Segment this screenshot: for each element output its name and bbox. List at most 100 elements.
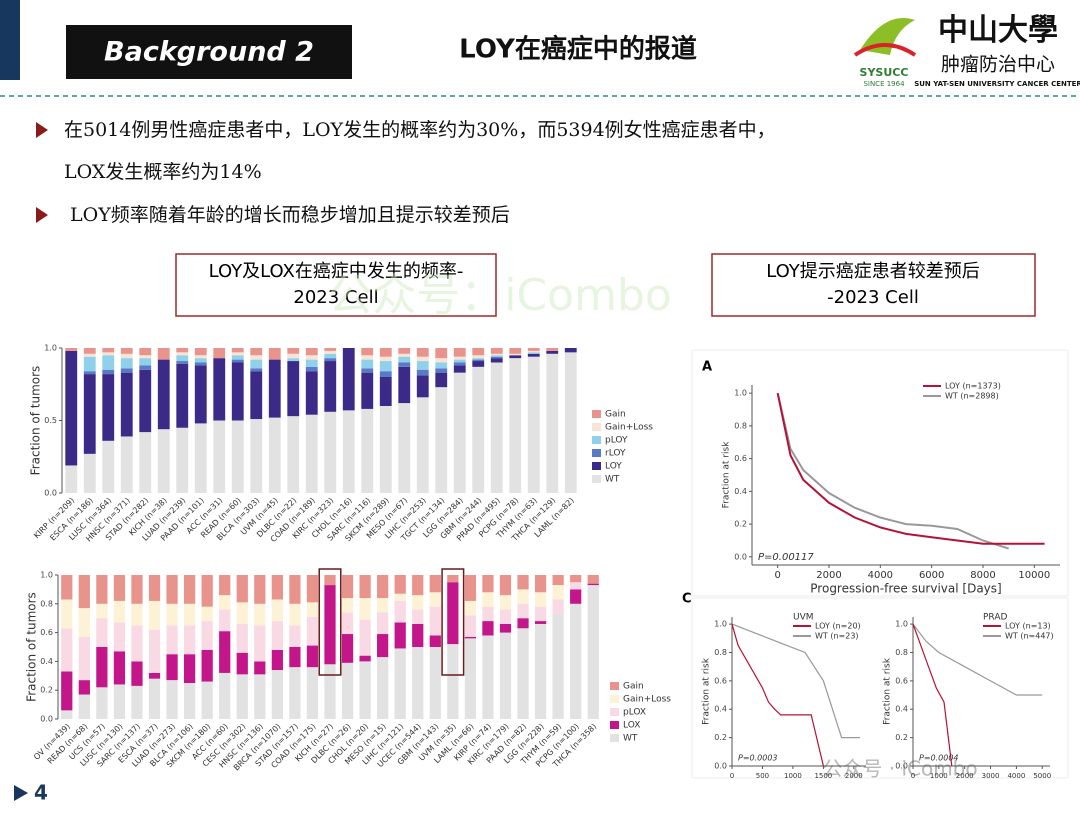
bar-segment — [113, 684, 126, 719]
bar-segment — [472, 361, 485, 367]
panel-letter: C — [682, 592, 692, 607]
bar-segment — [102, 352, 115, 356]
bar-segment — [398, 353, 411, 357]
bar-segment — [587, 585, 599, 719]
y-tick-label: 0.0 — [734, 552, 747, 561]
bar-segment — [534, 623, 547, 719]
bar-segment — [250, 355, 263, 360]
bar-segment — [587, 575, 599, 584]
bar-segment — [412, 623, 424, 647]
bar-segment — [236, 623, 248, 653]
survival-curve — [731, 623, 860, 739]
logo-en: SUN YAT-SEN UNIVERSITY CANCER CENTER — [914, 80, 1080, 88]
bar-segment — [65, 348, 78, 351]
bar-segment — [490, 362, 503, 493]
bullet-markers — [36, 122, 48, 223]
bar-segment — [83, 356, 96, 372]
bar-segment — [139, 432, 152, 493]
x-tick-label: 500 — [756, 772, 769, 780]
bar-segment — [377, 634, 389, 658]
legend-swatch — [592, 410, 601, 418]
bar-segment — [194, 423, 207, 493]
bar-segment — [394, 593, 406, 601]
bar-segment — [268, 417, 281, 493]
bar-segment — [194, 362, 207, 366]
bar-segment — [194, 358, 207, 363]
panel-letter: A — [702, 360, 712, 375]
bar-segment — [546, 348, 559, 351]
bar-segment — [271, 670, 283, 719]
legend-label: LOX — [623, 721, 640, 731]
bar-segment — [306, 645, 319, 668]
y-tick-label: 0.2 — [895, 733, 908, 742]
bar-segment — [394, 575, 406, 594]
bar-segment — [254, 661, 266, 675]
bar-segment — [359, 619, 371, 656]
bar-segment — [78, 680, 90, 695]
legend-label: Gain+Loss — [605, 423, 653, 433]
bar-segment — [113, 600, 126, 623]
bar-segment — [472, 358, 485, 360]
bar-segment — [102, 348, 115, 353]
bar-segment — [324, 361, 337, 412]
bar-segment — [176, 352, 189, 356]
bar-segment — [78, 575, 90, 609]
bar-segment — [377, 598, 389, 613]
bar-segment — [254, 625, 266, 662]
bar-segment — [157, 348, 170, 360]
bar-segment — [490, 358, 503, 363]
bar-segment — [499, 575, 512, 596]
bar-segment — [213, 358, 226, 421]
bar-segment — [482, 606, 494, 622]
bar-segment — [306, 602, 319, 617]
bar-segment — [236, 652, 248, 675]
bar-segment — [61, 599, 73, 629]
bar-segment — [361, 359, 374, 369]
x-tick-label: 1000 — [784, 772, 802, 780]
bar-segment — [527, 356, 540, 493]
bar-segment — [534, 606, 547, 622]
bar-segment — [435, 348, 448, 359]
x-tick-label: 2000 — [956, 772, 974, 780]
bar-segment — [324, 411, 337, 493]
bar-segment — [102, 440, 115, 493]
bar-segment — [250, 348, 263, 356]
bar-segment — [341, 575, 354, 599]
bar-segment — [490, 348, 503, 354]
y-tick-label: 0.4 — [895, 705, 908, 714]
legend-label: Gain — [605, 410, 626, 420]
bar-segment — [490, 356, 503, 359]
bar-segment — [379, 356, 392, 362]
bar-segment — [201, 681, 213, 719]
bar-segment — [394, 600, 406, 623]
bar-segment — [361, 372, 374, 409]
bar-segment — [464, 615, 477, 637]
highlight-box — [318, 568, 342, 676]
bar-segment — [231, 420, 244, 493]
bar-segment — [379, 406, 392, 493]
bar-segment — [464, 575, 477, 601]
x-tick-label: 0 — [911, 772, 915, 780]
bar-segment — [120, 358, 133, 369]
bar-segment — [412, 609, 424, 624]
y-tick-label: 0.0 — [895, 762, 908, 771]
bar-segment — [113, 651, 126, 685]
bar-segment — [271, 649, 283, 671]
bar-segment — [201, 575, 213, 607]
bar-segment — [131, 685, 143, 719]
y-tick-label: 0.8 — [734, 421, 747, 430]
y-tick-label: 0.2 — [40, 686, 53, 695]
bar-segment — [96, 603, 108, 619]
legend-swatch — [592, 436, 601, 444]
bar-segment — [527, 353, 540, 357]
page-number: 4 — [34, 781, 48, 805]
bar-segment — [435, 368, 448, 373]
bar-segment — [213, 420, 226, 493]
bar-segment — [78, 694, 90, 719]
bar-segment — [166, 575, 178, 604]
survival-curve — [912, 623, 953, 767]
bar-segment — [379, 377, 392, 406]
legend-swatch — [610, 721, 619, 729]
bar-segment — [61, 628, 73, 672]
